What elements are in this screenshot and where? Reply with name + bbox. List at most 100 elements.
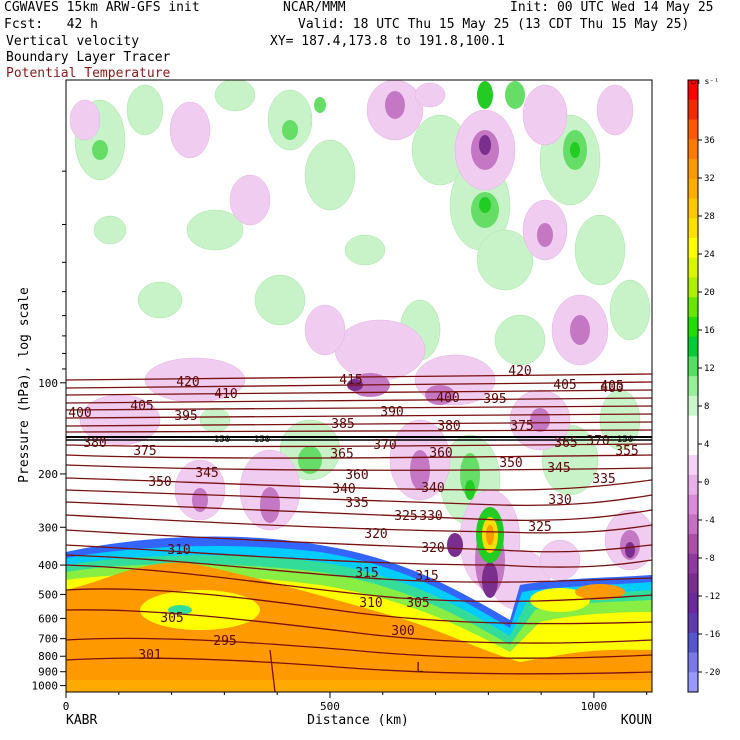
colorbar-swatch <box>688 455 698 476</box>
isentrope-label: 395 <box>483 392 506 407</box>
isentrope-label: 385 <box>331 417 354 432</box>
colorbar-tick-label: 12 <box>704 364 715 374</box>
colorbar-swatch <box>688 613 698 634</box>
colorbar-swatch <box>688 652 698 673</box>
isentrope-label: 335 <box>345 496 368 511</box>
colorbar-tick-label: 36 <box>704 136 715 146</box>
colorbar-swatch <box>688 514 698 535</box>
isentrope-label: 350 <box>148 475 171 490</box>
colorbar-tick-label: 16 <box>704 326 715 336</box>
y-tick-label: 400 <box>38 559 58 572</box>
isentrope-label: 315 <box>415 569 438 584</box>
isentrope-label: 405 <box>130 399 153 414</box>
cross-section-coords: XY= 187.4,173.8 to 191.8,100.1 <box>270 34 505 49</box>
y-tick-label: 600 <box>38 612 58 625</box>
isentrope-label: 325 <box>394 509 417 524</box>
station-end: KOUN <box>621 713 652 728</box>
agency-label: NCAR/MMM <box>283 0 346 15</box>
isentrope-label: 375 <box>133 444 156 459</box>
valid-time: Valid: 18 UTC Thu 15 May 25 (13 CDT Thu … <box>298 17 690 32</box>
isentrope-label: 355 <box>615 444 638 459</box>
colorbar-swatch <box>688 139 698 160</box>
colorbar-tick-label: 4 <box>704 440 709 450</box>
colorbar-swatch <box>688 474 698 496</box>
isentrope-label: 405 <box>600 379 623 394</box>
colorbar-tick-label: -8 <box>704 554 715 564</box>
init-time: Init: 00 UTC Wed 14 May 25 <box>510 0 714 15</box>
y-tick-label: 900 <box>38 666 58 679</box>
isentrope-label: 340 <box>421 481 444 496</box>
isentrope-label: 365 <box>330 447 353 462</box>
x-tick-label: 1000 <box>581 700 608 713</box>
isentrope-label: 380 <box>437 419 460 434</box>
colorbar-swatch <box>688 534 698 555</box>
colorbar-tick-label: -20 <box>704 668 720 678</box>
isentrope-label: 375 <box>510 419 533 434</box>
colorbar-tick-label: -16 <box>704 630 720 640</box>
colorbar-swatch <box>688 632 698 654</box>
field-vertical-velocity: Vertical velocity <box>6 34 140 49</box>
low-marker: L <box>416 661 424 676</box>
isentrope-label: 300 <box>391 624 414 639</box>
colorbar-swatch <box>688 672 698 693</box>
isentrope-label: 400 <box>600 381 623 396</box>
tropopause-label: 150 <box>214 435 230 445</box>
colorbar-tick-label: 0 <box>704 478 709 488</box>
y-tick-label: 500 <box>38 588 58 601</box>
isentrope-label: 320 <box>421 541 444 556</box>
colorbar: 36 32 28 24 20 16 12 8 4 0 -4 -8 -12 -16 -20 <box>687 79 720 693</box>
isentrope-label: 345 <box>547 461 570 476</box>
y-tick-label: 1000 <box>32 680 59 693</box>
isentrope-label: 320 <box>364 527 387 542</box>
isentrope-label: 305 <box>160 611 183 626</box>
isentrope-label: 350 <box>499 456 522 471</box>
colorbar-swatch <box>688 257 698 278</box>
y-tick-label: 200 <box>38 468 58 481</box>
y-axis-label: Pressure (hPa), log scale <box>17 287 32 483</box>
isentrope-label: 340 <box>332 482 355 497</box>
plot-frame <box>65 79 653 693</box>
colorbar-tick-label: -4 <box>704 516 715 526</box>
x-tick-label: 500 <box>320 700 340 713</box>
field-potential-temperature: Potential Temperature <box>6 66 171 81</box>
colorbar-swatch <box>688 494 698 515</box>
x-tick-label: 0 <box>63 700 70 713</box>
tropopause-label: 150 <box>254 435 270 445</box>
isentrope-label: 420 <box>176 375 199 390</box>
colorbar-swatch <box>688 119 698 140</box>
isentrope-label: 330 <box>548 493 571 508</box>
colorbar-swatch <box>688 297 698 318</box>
isentrope-label: 390 <box>380 405 403 420</box>
isentrope-label: 301 <box>138 648 161 663</box>
colorbar-tick-label: -12 <box>704 592 720 602</box>
isentrope-label: 305 <box>406 596 429 611</box>
isentrope-label: 325 <box>528 520 551 535</box>
isentrope-label: 330 <box>419 509 442 524</box>
colorbar-tick-label: 28 <box>704 212 715 222</box>
model-title: CGWAVES 15km ARW-GFS init <box>4 0 200 15</box>
isentrope-label: 335 <box>592 472 615 487</box>
station-start: KABR <box>66 713 97 728</box>
x-axis-label: Distance (km) <box>307 713 409 728</box>
colorbar-swatch <box>688 218 698 239</box>
tropopause-label: 150 <box>617 435 633 445</box>
isentrope-label: 310 <box>359 596 382 611</box>
colorbar-tick-label: 32 <box>704 174 715 184</box>
potential-temperature-isentropes <box>66 373 652 692</box>
colorbar-swatch <box>688 158 698 180</box>
y-tick-label: 100 <box>38 377 58 390</box>
isentrope-label: 395 <box>174 409 197 424</box>
isentrope-label: 400 <box>436 391 459 406</box>
colorbar-swatch <box>688 553 698 575</box>
colorbar-units: cm s⁻¹ <box>690 77 719 86</box>
isentrope-label: 410 <box>214 387 237 402</box>
colorbar-swatch <box>688 415 698 436</box>
isentrope-label: 345 <box>195 466 218 481</box>
y-tick-label: 300 <box>38 521 58 534</box>
colorbar-swatch <box>688 316 698 338</box>
colorbar-swatch <box>688 237 698 259</box>
isentrope-label: 415 <box>339 373 362 388</box>
isentrope-label: 310 <box>167 543 190 558</box>
colorbar-swatch <box>688 435 698 456</box>
